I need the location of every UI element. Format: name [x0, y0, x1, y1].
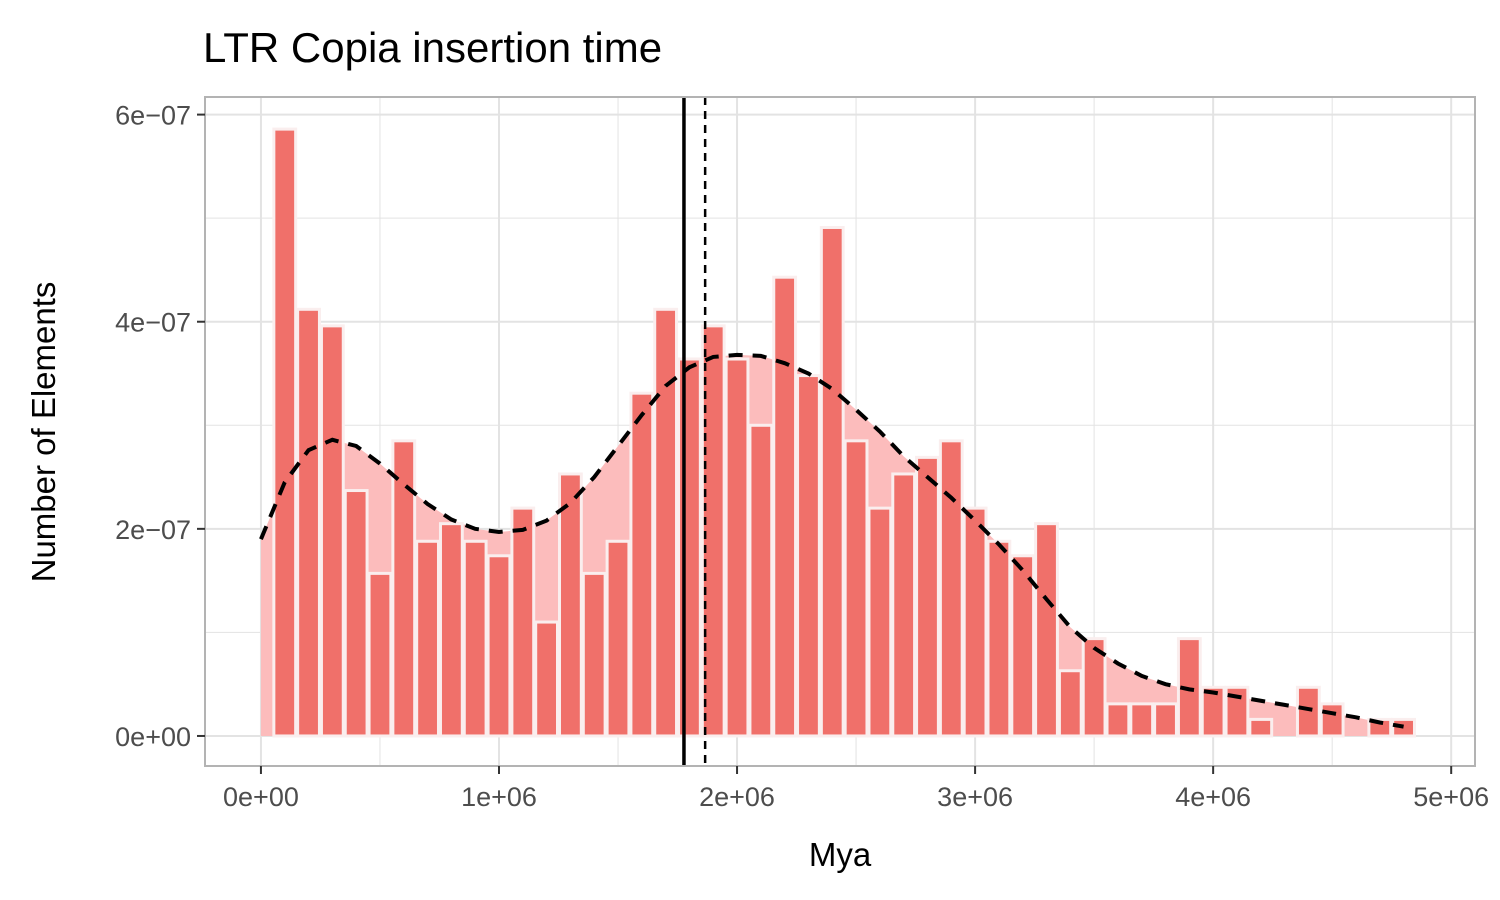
histogram-bar: [296, 307, 321, 738]
x-tick-label: 4e+06: [1175, 782, 1251, 812]
histogram-bar: [915, 455, 940, 738]
histogram-bar: [1295, 685, 1321, 738]
histogram-bar: [605, 539, 631, 738]
bars: [272, 127, 1416, 738]
histogram-bar: [796, 374, 821, 738]
y-axis-title: Number of Elements: [25, 282, 62, 583]
histogram-bar: [319, 324, 345, 738]
panel-border: [204, 96, 1476, 767]
histogram-bar: [462, 539, 488, 738]
histogram-bar: [1034, 522, 1059, 738]
histogram-bar: [558, 472, 583, 738]
density-curve: [259, 352, 1404, 729]
histogram-bar: [486, 554, 512, 738]
x-axis-title: Mya: [809, 836, 872, 873]
histogram-bar: [843, 439, 869, 738]
histogram-bar: [1391, 717, 1416, 738]
histogram-bar: [700, 324, 726, 738]
histogram-bar: [343, 489, 369, 738]
histogram-bar: [986, 539, 1012, 738]
histogram-bar: [272, 127, 298, 738]
histogram-bar: [938, 439, 964, 738]
histogram-bar: [891, 472, 917, 738]
histogram-bar: [1319, 702, 1345, 738]
density-line: [259, 352, 1404, 729]
histogram-bar: [653, 307, 679, 738]
y-tick-label: 4e−07: [115, 308, 191, 338]
histogram-bar: [819, 225, 845, 738]
y-tick-label: 6e−07: [115, 101, 191, 131]
histogram-bar: [677, 357, 702, 738]
histogram-bar: [534, 620, 560, 738]
histogram-bar: [772, 275, 798, 738]
chart-title: LTR Copia insertion time: [203, 24, 662, 71]
histogram-bar: [962, 506, 988, 738]
histogram-bar: [867, 506, 893, 738]
x-tick-label: 0e+00: [223, 782, 299, 812]
y-tick-label: 0e+00: [115, 722, 191, 752]
x-tick-label: 1e+06: [461, 782, 537, 812]
x-tick-label: 3e+06: [937, 782, 1013, 812]
histogram-bar: [1176, 637, 1202, 738]
histogram-bar: [1129, 702, 1155, 738]
histogram-bar: [438, 522, 464, 738]
histogram-bar: [367, 571, 393, 738]
histogram-bar: [510, 506, 536, 738]
histogram-bar: [1224, 685, 1250, 738]
histogram-bar: [1200, 685, 1226, 738]
histogram-bar: [1153, 702, 1178, 738]
y-tick-label: 2e−07: [115, 515, 191, 545]
histogram-bar: [1057, 669, 1083, 738]
x-tick-label: 2e+06: [699, 782, 775, 812]
histogram-bar: [1081, 637, 1107, 738]
histogram-bar: [1248, 717, 1274, 738]
histogram-bar: [391, 439, 417, 738]
y-axis: 0e+00 2e−07 4e−07 6e−07: [115, 101, 205, 752]
histogram-bar: [724, 357, 750, 738]
x-tick-label: 5e+06: [1413, 782, 1489, 812]
histogram-bar: [1010, 554, 1036, 738]
histogram-bar: [629, 391, 655, 738]
histogram-bar: [748, 423, 774, 738]
histogram-bar: [1367, 717, 1393, 738]
histogram-bar: [581, 571, 607, 738]
reference-lines: [682, 97, 707, 766]
x-axis: 0e+00 1e+06 2e+06 3e+06 4e+06 5e+06: [223, 766, 1489, 812]
histogram-bar: [415, 539, 440, 738]
histogram-bar: [1105, 702, 1131, 738]
